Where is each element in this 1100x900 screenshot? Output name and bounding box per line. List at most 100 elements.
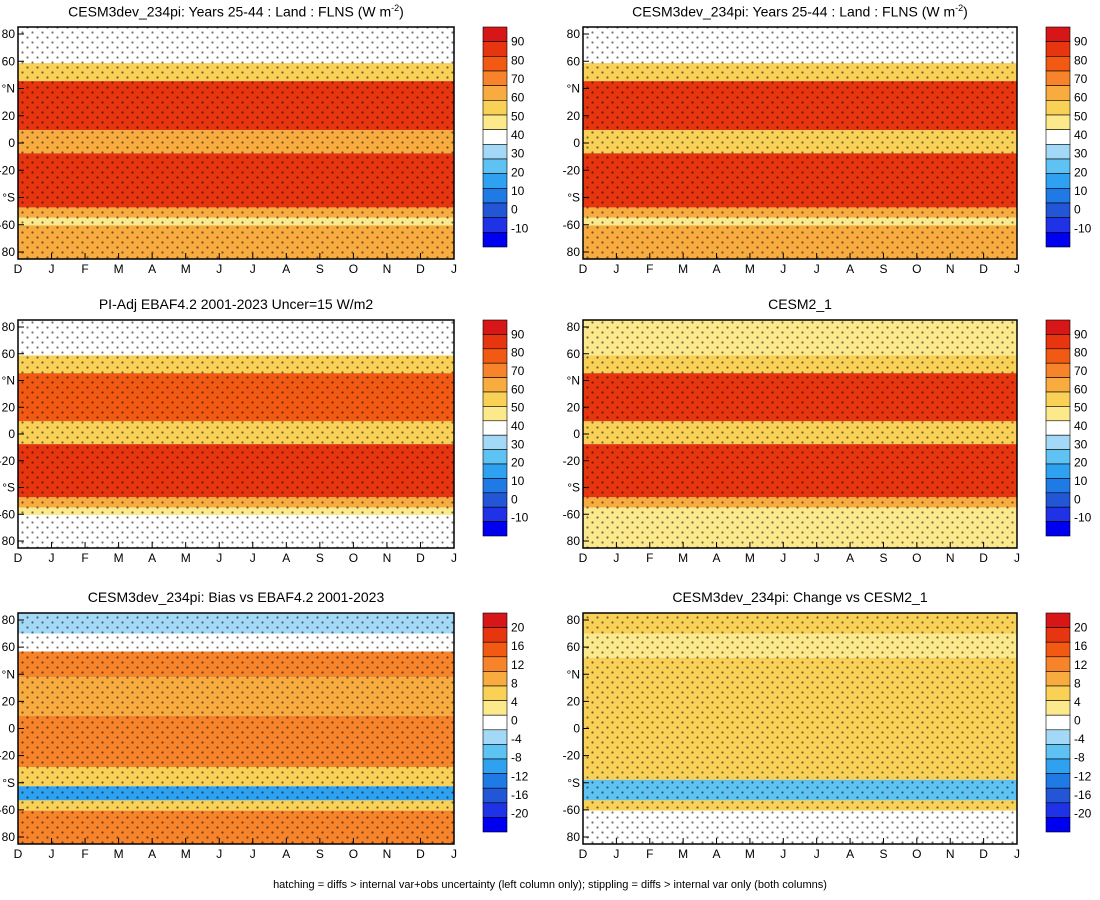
colorbar-label: 50 (1074, 109, 1088, 123)
colorbar-swatch (482, 714, 508, 731)
x-tick-label: A (713, 847, 721, 861)
colorbar-swatch (1045, 26, 1071, 42)
y-tick-label: -20 (563, 163, 581, 177)
panel-title: CESM3dev_234pi: Years 25-44 : Land : FLN… (18, 3, 454, 20)
colorbar-label: -12 (1074, 769, 1092, 783)
colorbar-swatch (1045, 641, 1071, 658)
x-tick-label: A (282, 551, 290, 565)
colorbar-label: 90 (511, 327, 525, 341)
colorbar-swatch (482, 26, 508, 42)
colorbar-label: 30 (1074, 147, 1088, 161)
y-tick-label: 60 (2, 347, 16, 361)
colorbar-swatch (1045, 232, 1071, 248)
x-tick-label: J (1014, 551, 1020, 565)
y-tick-label: -20 (0, 163, 15, 177)
colorbar-swatch (482, 521, 508, 537)
x-tick-label: M (181, 262, 191, 276)
x-tick-label: A (713, 551, 721, 565)
colorbar-label: 80 (1074, 53, 1088, 67)
colorbar-swatch (482, 641, 508, 658)
colorbar-swatch (482, 158, 508, 174)
x-tick-label: M (745, 551, 755, 565)
x-tick-label: F (81, 847, 88, 861)
colorbar-label: -20 (1074, 806, 1092, 820)
colorbar-swatch (482, 217, 508, 233)
y-tick-label: -60 (0, 803, 15, 817)
x-tick-label: A (148, 262, 156, 276)
x-tick-label: J (780, 847, 786, 861)
x-tick-label: J (216, 262, 222, 276)
colorbar-swatch (482, 463, 508, 479)
colorbar-label: 80 (1074, 346, 1088, 360)
y-tick-label: -60 (563, 803, 581, 817)
colorbar-label: 50 (511, 109, 525, 123)
colorbar-label: -4 (1074, 732, 1085, 746)
colorbar-label: -16 (1074, 788, 1092, 802)
colorbar-label: 40 (511, 128, 525, 142)
panel-4: D J F M A M J J A S O N D J 80 60 °N 20 0 -20 °S -60 80 90 80 70 6… (563, 319, 1092, 565)
x-tick-label: S (316, 847, 324, 861)
colorbar-swatch (482, 802, 508, 818)
x-tick-label: O (349, 551, 358, 565)
x-tick-label: M (181, 551, 191, 565)
colorbar-swatch (482, 612, 508, 628)
y-tick-label: 20 (567, 109, 581, 123)
colorbar-swatch (482, 362, 508, 378)
colorbar-label: -8 (1074, 751, 1085, 765)
panel-title: CESM3dev_234pi: Change vs CESM2_1 (583, 589, 1017, 605)
colorbar-swatch (482, 85, 508, 101)
colorbar-swatch (1045, 700, 1071, 716)
x-tick-label: J (1014, 847, 1020, 861)
colorbar-label: -20 (511, 806, 529, 820)
y-tick-label: °N (2, 667, 15, 681)
y-tick-label: 0 (8, 427, 15, 441)
colorbar-label: 80 (511, 346, 525, 360)
x-tick-label: O (912, 847, 921, 861)
colorbar-label: 50 (1074, 401, 1088, 415)
x-tick-label: N (383, 262, 392, 276)
x-tick-label: J (216, 551, 222, 565)
colorbar-label: 60 (511, 382, 525, 396)
x-tick-label: S (316, 551, 324, 565)
colorbar-label: 4 (1074, 695, 1081, 709)
colorbar-swatch (1045, 449, 1071, 465)
colorbar: 90 80 70 60 50 40 30 20 10 0 -10 (482, 26, 529, 248)
x-tick-label: M (114, 262, 124, 276)
x-tick-label: J (814, 551, 820, 565)
colorbar-swatch (1045, 85, 1071, 101)
x-tick-label: N (383, 847, 392, 861)
colorbar-swatch (482, 506, 508, 522)
y-tick-label: °S (567, 191, 580, 205)
colorbar-swatch (482, 773, 508, 789)
colorbar-label: -10 (1074, 221, 1092, 235)
colorbar-swatch (1045, 492, 1071, 508)
x-tick-label: J (49, 551, 55, 565)
colorbar-swatch (482, 129, 508, 145)
y-tick-label: 80 (567, 534, 581, 548)
panel-title-end: ) (963, 3, 968, 20)
x-tick-label: A (713, 262, 721, 276)
colorbar-swatch (1045, 334, 1071, 350)
colorbar-label: 50 (511, 401, 525, 415)
colorbar: 20 16 12 8 4 0 -4 -8 -12 -16 -20 (1045, 612, 1092, 833)
panel-title-text: CESM3dev_234pi: Years 25-44 : Land : FLN… (632, 3, 956, 20)
y-tick-label: -60 (0, 218, 15, 232)
colorbar-swatch (1045, 685, 1071, 701)
panel-2: D J F M A M J J A S O N D J 80 60 °N 20 0 -20 °S -60 80 90 80 70 6… (563, 26, 1092, 276)
colorbar-label: 40 (1074, 128, 1088, 142)
y-tick-label: °N (567, 667, 580, 681)
panel-title-text: PI-Adj EBAF4.2 2001-2023 Uncer=15 W/m2 (98, 296, 374, 312)
x-tick-label: F (81, 262, 88, 276)
y-tick-label: °S (2, 191, 15, 205)
colorbar-swatch (1045, 729, 1071, 745)
x-tick-label: F (81, 551, 88, 565)
colorbar-swatch (1045, 188, 1071, 204)
colorbar-swatch (1045, 319, 1071, 335)
x-tick-label: J (1014, 262, 1020, 276)
colorbar-label: 70 (1074, 364, 1088, 378)
panel-6: D J F M A M J J A S O N D J8060°N200-20°S-60802016128… (563, 612, 1092, 861)
x-tick-label: D (14, 262, 23, 276)
y-tick-label: 0 (573, 136, 580, 150)
y-tick-label: 80 (567, 613, 581, 627)
